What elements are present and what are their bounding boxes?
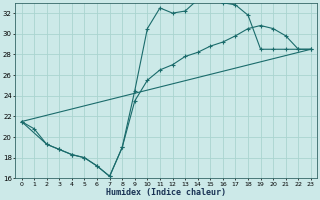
X-axis label: Humidex (Indice chaleur): Humidex (Indice chaleur) xyxy=(106,188,226,197)
